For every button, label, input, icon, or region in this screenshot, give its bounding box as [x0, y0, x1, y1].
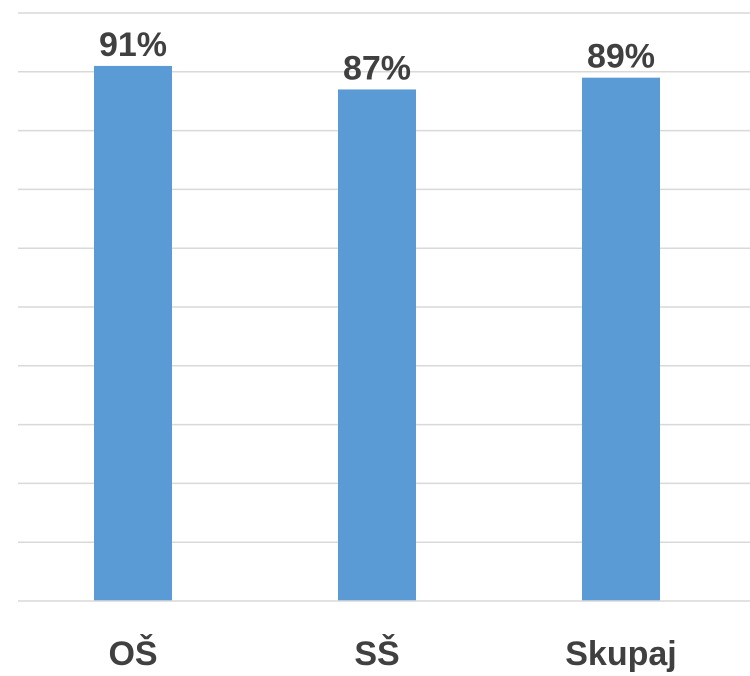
category-labels: OŠ SŠ Skupaj — [108, 634, 676, 673]
bars — [94, 65, 660, 602]
data-label-1: 87% — [343, 49, 411, 87]
category-label-2: Skupaj — [565, 635, 676, 673]
data-label-0: 91% — [99, 26, 167, 64]
category-label-0: OŠ — [108, 634, 157, 673]
bar-0 — [94, 65, 172, 602]
bar-1 — [338, 89, 416, 601]
bar-2 — [582, 77, 660, 602]
category-label-1: SŠ — [354, 634, 399, 673]
data-labels: 91% 87% 89% — [99, 26, 655, 88]
data-label-2: 89% — [587, 38, 655, 76]
